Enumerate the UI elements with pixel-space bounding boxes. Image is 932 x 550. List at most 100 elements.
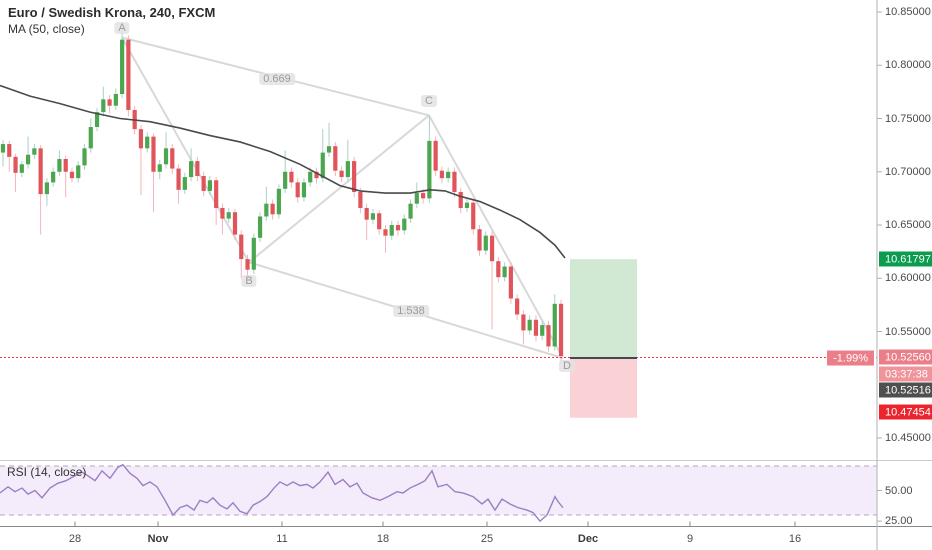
candle-body — [195, 161, 200, 177]
candle-body — [295, 182, 300, 198]
abcd-pattern-line-CD[interactable] — [428, 114, 564, 359]
candle-body — [7, 144, 12, 157]
candle-body — [370, 213, 376, 220]
candle-body — [264, 203, 269, 217]
candle-body — [44, 182, 49, 195]
loss-zone-box[interactable] — [570, 357, 637, 418]
price-axis-label: 10.75000 — [885, 112, 931, 125]
candle-body — [333, 146, 338, 171]
candle-body — [157, 164, 162, 172]
entry-price-label: 10.52516 — [879, 382, 932, 398]
candle-body — [546, 325, 551, 347]
rsi-band — [0, 466, 877, 515]
candle-body — [170, 148, 175, 169]
candle-body — [433, 140, 438, 171]
candle-body — [439, 170, 444, 179]
abcd-pattern-line-BC[interactable] — [248, 114, 430, 264]
candle-body — [446, 171, 451, 179]
candle-body — [201, 176, 206, 191]
candle-body — [19, 164, 24, 173]
candle-body — [427, 140, 432, 199]
candle-body — [113, 94, 118, 106]
pattern-point-label-C[interactable]: C — [421, 95, 437, 107]
candle-body — [270, 203, 275, 215]
candle-body — [232, 212, 238, 235]
candle-body — [151, 136, 156, 172]
candle-body — [251, 237, 256, 270]
candle-body — [176, 168, 181, 190]
candle-body — [558, 303, 564, 356]
candle-body — [13, 156, 18, 173]
candle-body — [389, 225, 394, 236]
price-axis-label: 10.80000 — [885, 59, 931, 72]
time-axis-label: 9 — [686, 533, 694, 545]
candle-body — [120, 39, 125, 95]
candle-body — [163, 148, 169, 165]
candle-body — [377, 213, 382, 230]
candle-body — [82, 148, 87, 166]
candle-body — [471, 202, 476, 230]
candle-body — [508, 266, 513, 299]
candle-body — [326, 146, 332, 153]
abcd-pattern-line-AB[interactable] — [121, 37, 250, 263]
candle-body — [245, 259, 250, 270]
candle-body — [107, 99, 112, 106]
time-axis-label: Dec — [577, 533, 599, 545]
candle-body — [339, 170, 344, 178]
candle-body — [383, 229, 388, 236]
time-axis[interactable] — [0, 527, 877, 550]
candle-body — [489, 235, 495, 262]
candle-body — [57, 158, 62, 172]
time-axis-label: 16 — [788, 533, 802, 545]
candle-body — [364, 207, 369, 220]
candle-body — [214, 180, 219, 208]
pattern-point-label-D[interactable]: D — [559, 360, 575, 372]
rsi-line[interactable] — [0, 463, 564, 523]
candle-body — [207, 180, 213, 191]
time-axis-label: 28 — [68, 533, 82, 545]
candle-body — [452, 171, 457, 192]
pattern-point-label-B[interactable]: B — [241, 275, 257, 287]
candle-body — [276, 188, 281, 215]
countdown-label: 03:37:38 — [879, 366, 932, 382]
candle-body — [496, 261, 501, 278]
candle-body — [283, 171, 288, 189]
candle-body — [182, 177, 187, 190]
candle-body — [527, 319, 532, 331]
candle-body — [101, 99, 106, 113]
candle-body — [126, 39, 131, 110]
pattern-ratio-label[interactable]: 0.669 — [259, 73, 295, 85]
symbol-title[interactable]: Euro / Swedish Krona, 240, FXCM — [8, 5, 216, 20]
stop-price-label: 10.47454 — [879, 404, 932, 420]
rsi-indicator-legend[interactable]: RSI (14, close) — [7, 465, 87, 479]
time-axis-label: Nov — [147, 533, 169, 545]
candle-body — [540, 325, 545, 336]
price-axis-label: 10.70000 — [885, 165, 931, 178]
candle-body — [63, 158, 68, 172]
pattern-ratio-label[interactable]: 1.538 — [393, 305, 429, 317]
candle-body — [533, 319, 539, 336]
candle-body — [352, 161, 357, 192]
candle-body — [51, 171, 56, 183]
pattern-point-label-A[interactable]: A — [114, 22, 130, 34]
candle-body — [239, 234, 244, 260]
candle-body — [464, 202, 470, 208]
candle-body — [88, 127, 93, 149]
candle-body — [502, 266, 507, 278]
candle-body — [76, 165, 81, 179]
candle-body — [358, 191, 363, 208]
ma-indicator-legend[interactable]: MA (50, close) — [8, 22, 85, 36]
candle-body — [189, 161, 194, 178]
candle-body — [420, 193, 426, 199]
price-axis-label: 10.55000 — [885, 325, 931, 338]
change-percent-badge: -1.99% — [827, 350, 874, 366]
candle-body — [69, 171, 75, 179]
candle-body — [289, 171, 294, 183]
candle-body — [25, 154, 31, 165]
candle-body — [521, 314, 526, 331]
profit-zone-box[interactable] — [570, 259, 637, 358]
time-axis-label: 18 — [376, 533, 390, 545]
candle-body — [145, 136, 150, 149]
ma50-line[interactable] — [0, 84, 566, 259]
